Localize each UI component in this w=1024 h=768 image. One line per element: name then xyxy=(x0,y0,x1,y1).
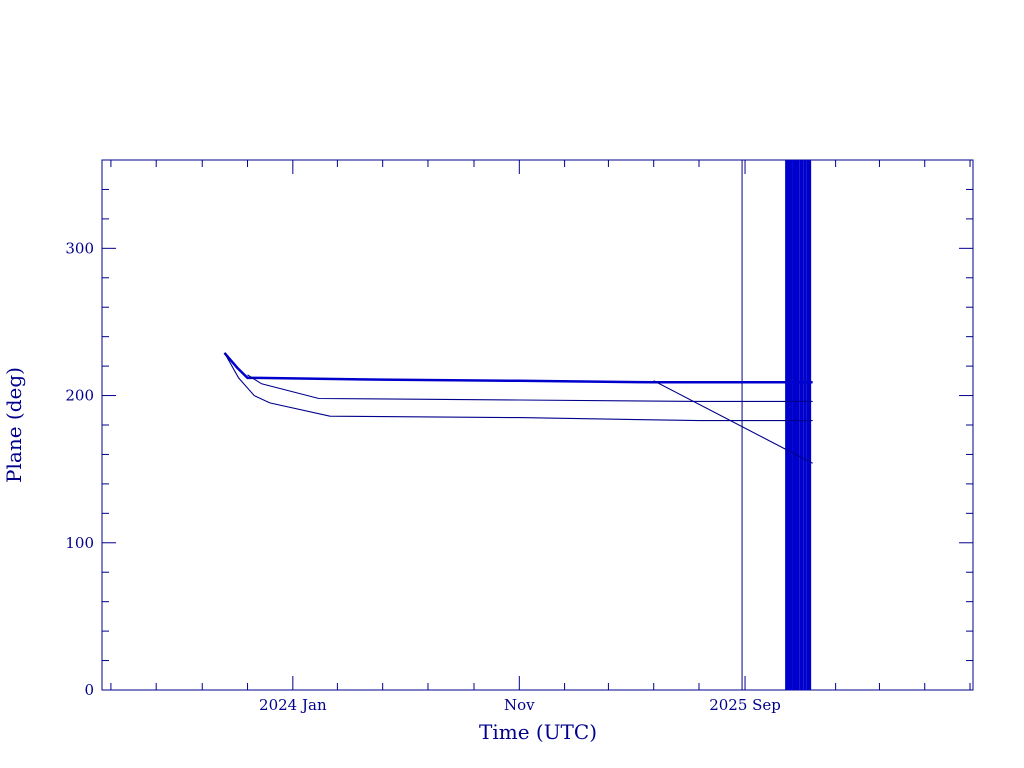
series-line xyxy=(224,352,813,422)
y-tick-label: 100 xyxy=(65,534,94,552)
y-axis-title: Plane (deg) xyxy=(2,367,26,483)
data-series xyxy=(223,352,813,464)
x-axis-title: Time (UTC) xyxy=(479,720,597,744)
x-tick-label: Nov xyxy=(504,696,535,714)
plot-frame xyxy=(101,159,974,691)
y-tick-label: 200 xyxy=(65,387,94,405)
x-tick-label: 2024 Jan xyxy=(259,696,327,714)
vertical-event-lines xyxy=(741,160,812,690)
axis-tick-labels: 0 100 200 300 2024 Jan Nov 2025 Sep xyxy=(65,239,781,714)
series-line xyxy=(653,380,813,464)
x-tick-label: 2025 Sep xyxy=(709,696,781,714)
axis-ticks xyxy=(102,160,973,690)
series-line xyxy=(223,352,813,384)
series-line xyxy=(247,374,813,402)
y-tick-label: 0 xyxy=(84,681,94,699)
y-tick-label: 300 xyxy=(65,239,94,257)
